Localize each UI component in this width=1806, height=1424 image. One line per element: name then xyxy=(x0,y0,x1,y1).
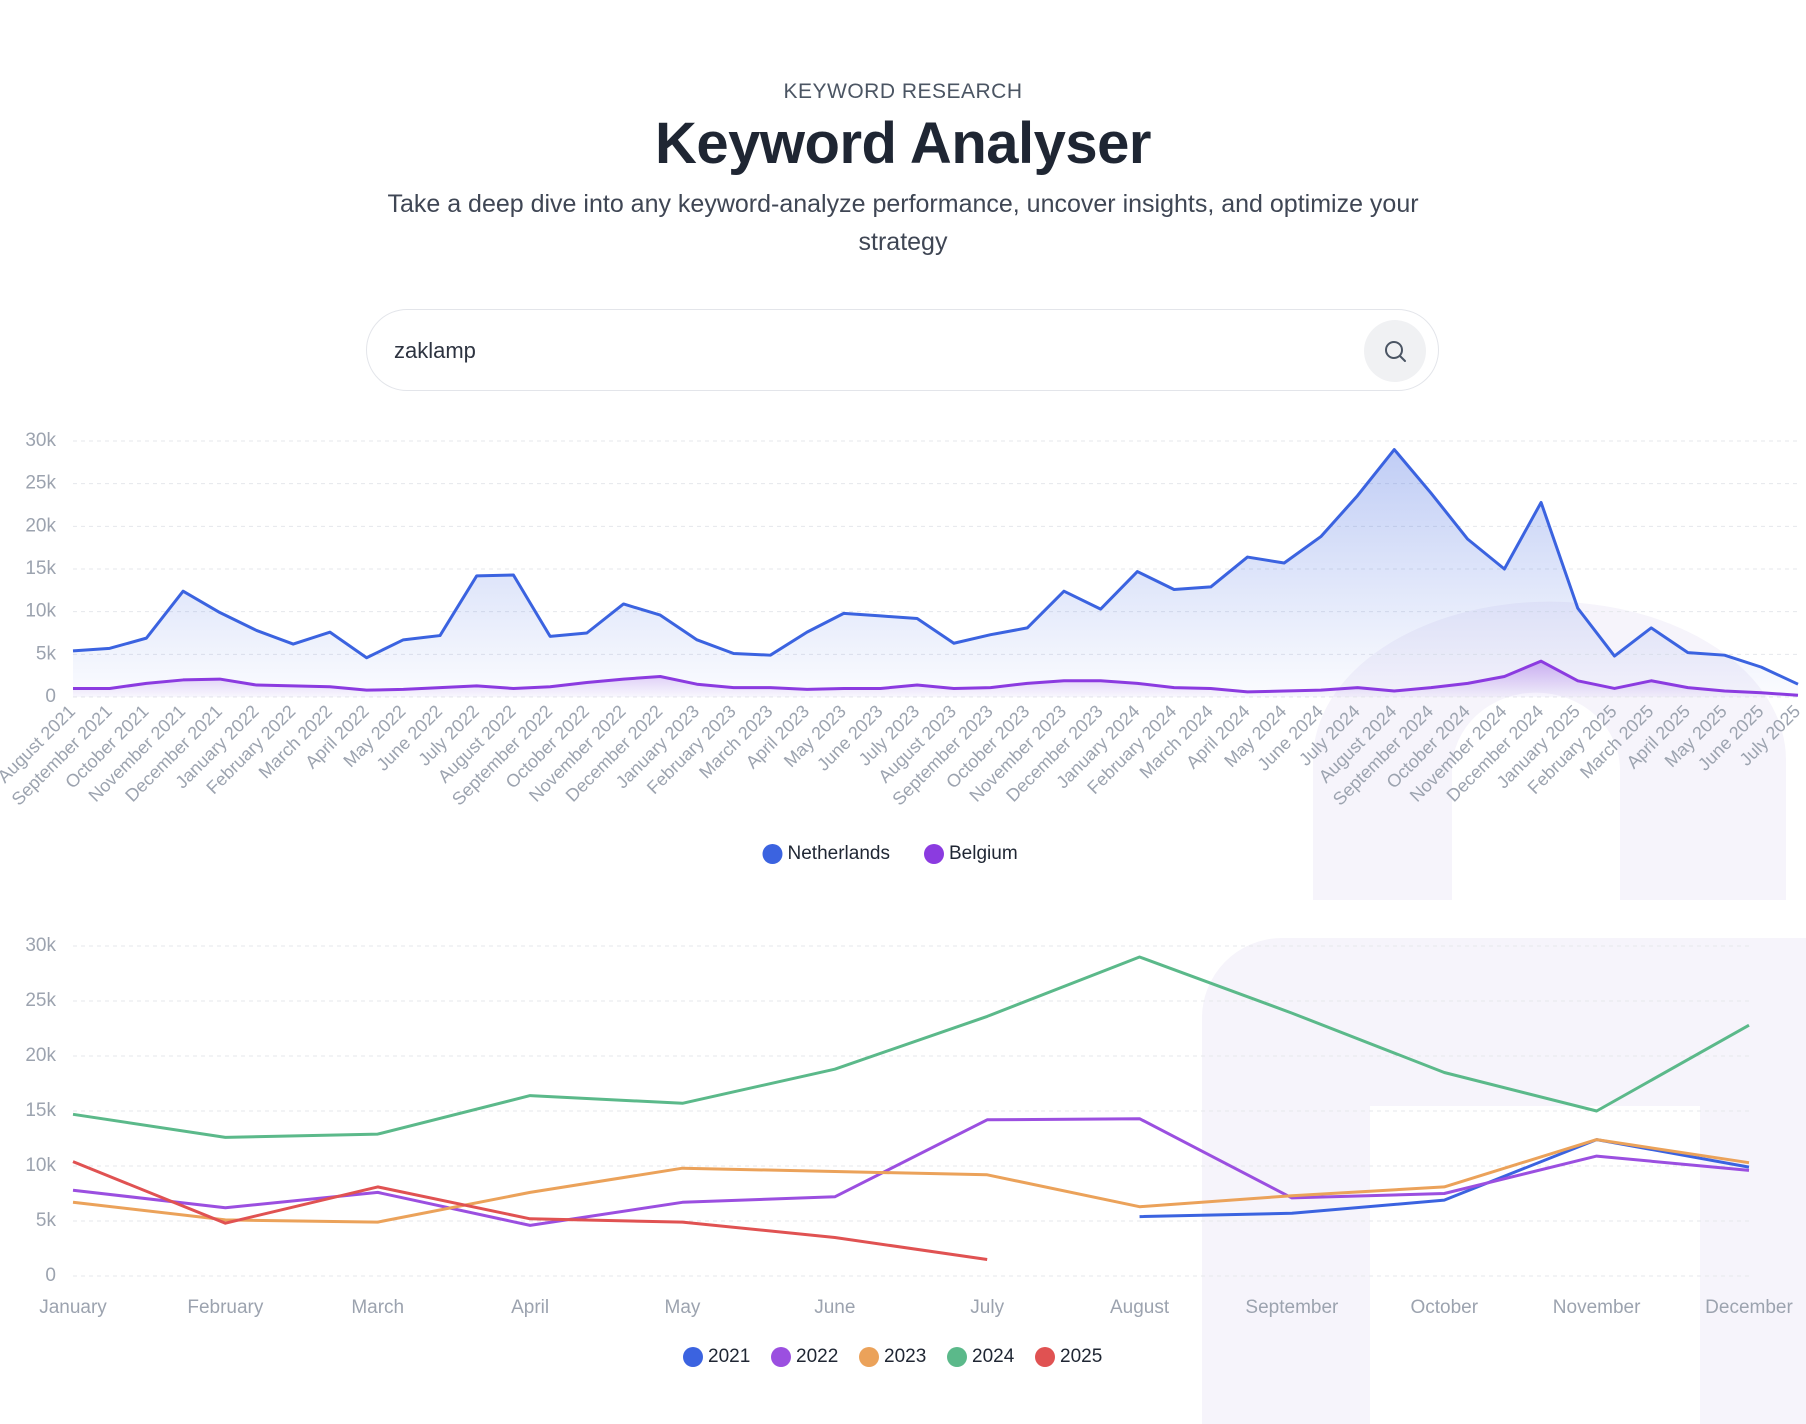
y-tick-label: 10k xyxy=(25,601,56,622)
lock-body xyxy=(1201,938,1806,1424)
y-tick-label: 25k xyxy=(25,473,56,494)
y-tick-label: 15k xyxy=(25,558,56,579)
x-tick-label: January xyxy=(39,1297,107,1318)
series-line xyxy=(73,659,1799,697)
series-line xyxy=(72,1138,1750,1224)
y-tick-label: 30k xyxy=(25,430,56,451)
series-line xyxy=(1139,1138,1750,1219)
legend-swatch xyxy=(859,1347,879,1367)
legend-swatch xyxy=(771,1347,791,1367)
series-line xyxy=(72,1160,988,1261)
legend-label: 2021 xyxy=(708,1346,750,1367)
x-tick-label: August xyxy=(1110,1297,1170,1318)
y-tick-label: 25k xyxy=(25,990,56,1011)
subtitle: Take a deep dive into any keyword-analyz… xyxy=(387,190,1419,256)
legend-swatch xyxy=(762,844,783,864)
page-title: Keyword Analyser xyxy=(655,111,1151,176)
search-button[interactable] xyxy=(1364,320,1426,382)
y-tick-label: 0 xyxy=(45,686,56,707)
y-tick-label: 20k xyxy=(25,515,56,536)
x-tick-label: September xyxy=(1245,1297,1339,1318)
x-tick-label: February xyxy=(187,1297,264,1318)
series-line xyxy=(72,448,1799,686)
legend-swatch xyxy=(947,1347,967,1367)
x-tick-label: March xyxy=(351,1297,404,1318)
legend-label: 2023 xyxy=(884,1346,926,1367)
legend-swatch xyxy=(683,1347,703,1367)
legend-label: 2024 xyxy=(972,1346,1015,1367)
search-icon xyxy=(1385,341,1406,362)
legend-label: 2025 xyxy=(1060,1346,1102,1367)
y-tick-label: 0 xyxy=(45,1265,56,1286)
y-tick-label: 5k xyxy=(36,643,57,664)
y-tick-label: 20k xyxy=(25,1045,56,1066)
eyebrow: KEYWORD RESEARCH xyxy=(783,80,1023,103)
series-line xyxy=(72,955,1750,1139)
x-tick-label: November xyxy=(1553,1297,1641,1318)
legend-label: 2022 xyxy=(796,1346,838,1367)
y-tick-label: 15k xyxy=(25,1100,56,1121)
x-tick-label: June xyxy=(814,1297,855,1318)
area xyxy=(73,449,1798,697)
y-tick-label: 10k xyxy=(25,1155,56,1176)
x-tick-label: April xyxy=(511,1297,549,1318)
legend-swatch xyxy=(1035,1347,1055,1367)
legend-swatch xyxy=(924,844,944,864)
x-tick-label: October xyxy=(1410,1297,1478,1318)
series-line xyxy=(72,1117,1750,1227)
search-box[interactable]: zaklamp xyxy=(366,309,1439,391)
y-tick-label: 5k xyxy=(36,1210,57,1231)
x-tick-label: December xyxy=(1705,1297,1793,1318)
y-tick-label: 30k xyxy=(25,935,56,956)
x-tick-label: May xyxy=(665,1297,701,1318)
search-query[interactable]: zaklamp xyxy=(394,338,476,363)
legend-label: Belgium xyxy=(949,843,1018,864)
legend-label: Netherlands xyxy=(788,843,890,864)
x-tick-label: July xyxy=(970,1297,1004,1318)
